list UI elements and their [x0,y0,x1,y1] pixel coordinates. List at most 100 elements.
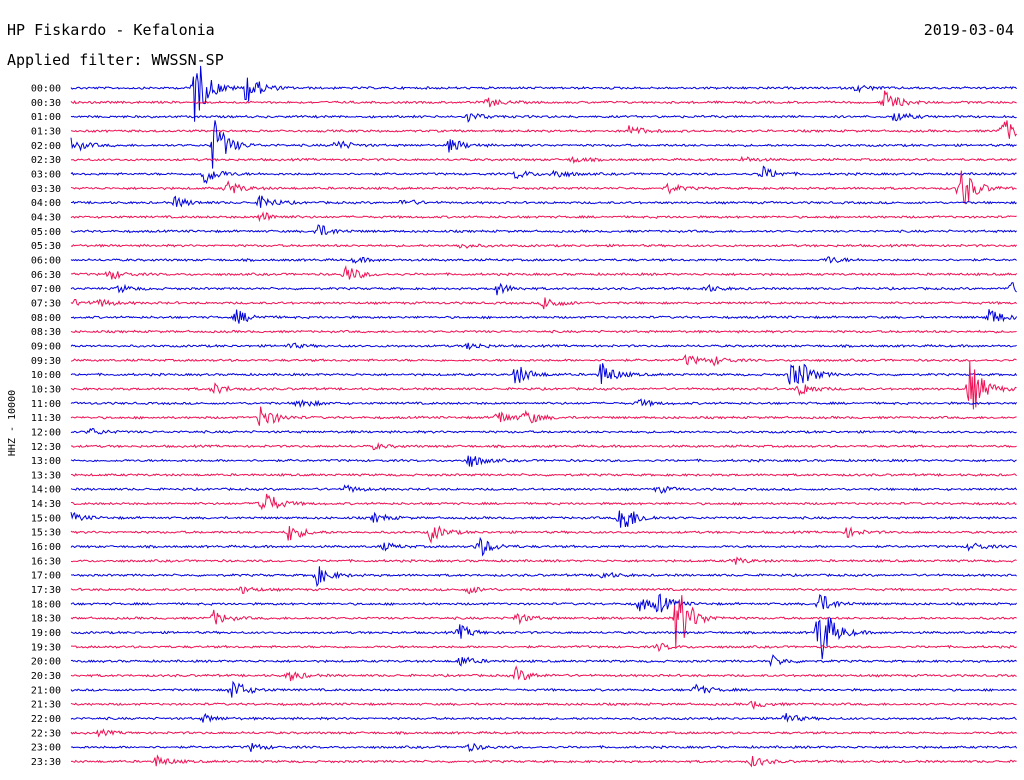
trace-line [70,398,1018,409]
tick-label: 05:00 [31,227,61,238]
filter-line: Applied filter: WWSSN-SP [7,51,224,69]
trace-line [70,165,1017,185]
trace-line [70,472,1017,477]
tick-label: 13:30 [31,470,61,481]
tick-label: 00:00 [31,84,61,95]
trace-line [70,742,1018,753]
tick-label: 02:00 [31,141,61,152]
trace-line [70,342,1017,351]
tick-label: 00:30 [31,98,61,109]
trace-line [70,700,1017,710]
tick-label: 19:00 [31,628,61,639]
trace-line [70,595,1017,648]
tick-label: 09:00 [31,341,61,352]
tick-label: 18:30 [31,614,61,625]
tick-label: 02:30 [31,155,61,166]
tick-label: 06:30 [31,270,61,281]
trace-line [70,224,1017,236]
trace-line [70,264,1017,280]
trace-line [70,556,1017,565]
tick-label: 08:00 [31,313,61,324]
trace-line [70,728,1017,738]
trace-line [70,155,1017,164]
trace-line [70,566,1017,588]
tick-label: 11:00 [31,399,61,410]
tick-label: 12:30 [31,442,61,453]
tick-label: 20:30 [31,671,61,682]
tick-label: 19:30 [31,642,61,653]
tick-label: 01:00 [31,112,61,123]
trace-line [70,170,1017,205]
tick-label: 03:30 [31,184,61,195]
tick-label: 16:00 [31,542,61,553]
tick-label: 01:30 [31,126,61,137]
tick-label: 23:30 [31,757,61,768]
tick-label: 05:30 [31,241,61,252]
trace-line [70,586,1017,595]
tick-label: 04:30 [31,212,61,223]
tick-label: 10:30 [31,384,61,395]
tick-label: 22:30 [31,728,61,739]
tick-label: 18:00 [31,599,61,610]
tick-label: 21:30 [31,700,61,711]
y-axis-label: HHZ - 10000 [7,390,18,456]
tick-label: 04:00 [31,198,61,209]
trace-line [70,211,1017,223]
trace-line [70,510,1017,528]
station-title: HP Fiskardo - Kefalonia [7,21,215,39]
tick-label: 10:00 [31,370,61,381]
tick-label: 17:00 [31,571,61,582]
tick-label: 20:00 [31,657,61,668]
trace-line [70,525,1017,544]
tick-label: 07:30 [31,298,61,309]
trace-line [70,329,1017,334]
traces [70,65,1018,768]
tick-label: 11:30 [31,413,61,424]
tick-label: 03:00 [31,169,61,180]
trace-line [70,297,1017,310]
date-label: 2019-03-04 [923,21,1014,39]
trace-line [70,112,1017,123]
trace-line [70,455,1017,467]
trace-line [70,282,1017,296]
trace-line [70,754,1017,768]
trace-line [70,406,1017,426]
trace-line [70,427,1017,435]
trace-line [70,617,1017,660]
trace-line [70,256,1017,264]
trace-line [70,665,1017,682]
trace-line [70,120,1017,169]
trace-line [70,353,1017,367]
tick-label: 07:00 [31,284,61,295]
trace-line [70,593,1017,613]
trace-line [70,361,1017,410]
trace-line [70,680,1017,698]
trace-line [70,654,1017,668]
tick-label: 15:00 [31,513,61,524]
trace-line [70,243,1017,249]
tick-label: 12:00 [31,427,61,438]
trace-line [70,713,1017,723]
trace-line [70,309,1018,324]
tick-label: 14:00 [31,485,61,496]
trace-line [70,90,1017,108]
tick-label: 08:30 [31,327,61,338]
trace-line [70,363,1018,385]
tick-label: 06:00 [31,255,61,266]
trace-line [70,536,1017,557]
tick-label: 15:30 [31,528,61,539]
tick-label: 21:00 [31,685,61,696]
trace-line [70,194,1017,208]
trace-line [70,642,1017,653]
tick-label: 13:00 [31,456,61,467]
tick-label: 09:30 [31,356,61,367]
trace-line [70,484,1018,494]
tick-label: 22:00 [31,714,61,725]
tick-label: 23:00 [31,743,61,754]
tick-label: 14:30 [31,499,61,510]
trace-line [70,120,1018,139]
tick-label: 16:30 [31,556,61,567]
filter-value: WWSSN-SP [151,51,224,69]
trace-line [70,493,1017,511]
